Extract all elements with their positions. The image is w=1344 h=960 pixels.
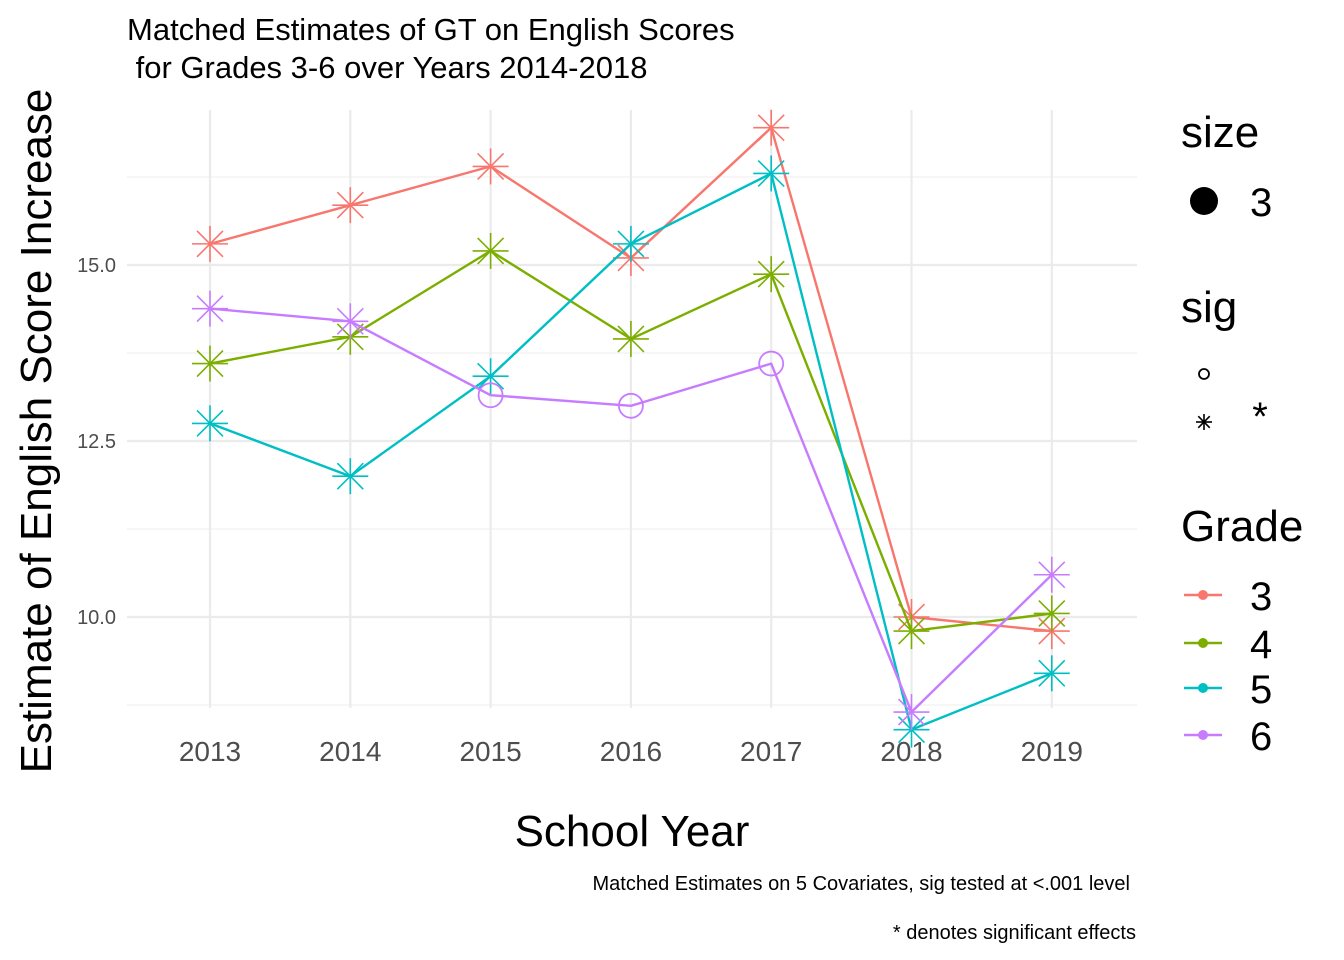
legend-sig-key-open-circle	[1198, 368, 1210, 380]
series-layer	[192, 109, 1070, 748]
data-point-star	[472, 148, 509, 185]
x-tick-label: 2017	[740, 736, 802, 767]
chart-title-line-2: for Grades 3-6 over Years 2014-2018	[127, 50, 647, 85]
legend-grade-label: 5	[1250, 668, 1272, 712]
data-point-star	[893, 613, 930, 650]
data-point-star	[192, 405, 228, 442]
data-point-star	[472, 358, 509, 395]
legend-grade-dot	[1198, 590, 1208, 600]
data-point-star	[332, 187, 369, 224]
series-grade-6	[192, 290, 1070, 731]
legend-sig-key-star	[1196, 414, 1212, 430]
legend-sig-label: *	[1252, 395, 1268, 439]
data-point-star	[192, 225, 228, 262]
y-tick-label: 12.5	[77, 431, 116, 453]
data-point-star	[192, 290, 228, 327]
data-point-circle	[618, 392, 644, 419]
data-point-star	[472, 232, 509, 269]
legend-grade-label: 3	[1250, 575, 1272, 619]
x-tick-label: 2014	[319, 736, 381, 767]
legend-sig-title: sig	[1181, 283, 1237, 332]
legend-grade-label: 4	[1250, 623, 1272, 667]
x-tick-label: 2016	[600, 736, 662, 767]
caption-line-1: Matched Estimates on 5 Covariates, sig t…	[592, 873, 1130, 895]
x-tick-label: 2013	[179, 736, 241, 767]
data-point-star	[612, 225, 649, 262]
data-point-star	[332, 458, 369, 495]
data-point-star	[192, 345, 228, 382]
legend-grade-label: 6	[1250, 715, 1272, 759]
data-point-circle	[758, 350, 785, 377]
data-point-star	[753, 155, 790, 192]
data-point-star	[1033, 595, 1070, 632]
y-axis-title: Estimate of English Score Increase	[12, 89, 61, 774]
major-gridlines	[127, 110, 1137, 708]
legend-sig-keys: *	[1196, 368, 1268, 439]
data-point-star	[893, 694, 930, 731]
chart-title-line-1: Matched Estimates of GT on English Score…	[127, 12, 735, 47]
data-point-star	[332, 303, 369, 340]
legend-grade-title: Grade	[1181, 502, 1303, 551]
legend-size-label: 3	[1250, 181, 1272, 225]
x-tick-label: 2015	[459, 736, 521, 767]
y-axis-ticks: 10.0 12.5 15.0	[77, 255, 116, 629]
legend-size-title: size	[1181, 108, 1259, 157]
data-point-star	[753, 256, 790, 293]
legend-grade-dot	[1198, 638, 1208, 648]
y-tick-label: 15.0	[77, 255, 116, 277]
y-tick-label: 10.0	[77, 607, 116, 629]
data-point-star	[1033, 556, 1070, 593]
legend-size-key	[1190, 187, 1218, 215]
caption-line-2: * denotes significant effects	[893, 922, 1136, 944]
legend-grade-dot	[1198, 730, 1208, 740]
x-axis-ticks: 2013 2014 2015 2016 2017 2018 2019	[179, 736, 1083, 767]
data-point-star	[1033, 655, 1070, 692]
x-tick-label: 2019	[1021, 736, 1083, 767]
data-point-star	[612, 320, 649, 357]
x-axis-title: School Year	[515, 807, 750, 856]
data-point-star	[753, 109, 790, 146]
legend-grade-dot	[1198, 683, 1208, 693]
data-point-circle	[477, 382, 504, 409]
